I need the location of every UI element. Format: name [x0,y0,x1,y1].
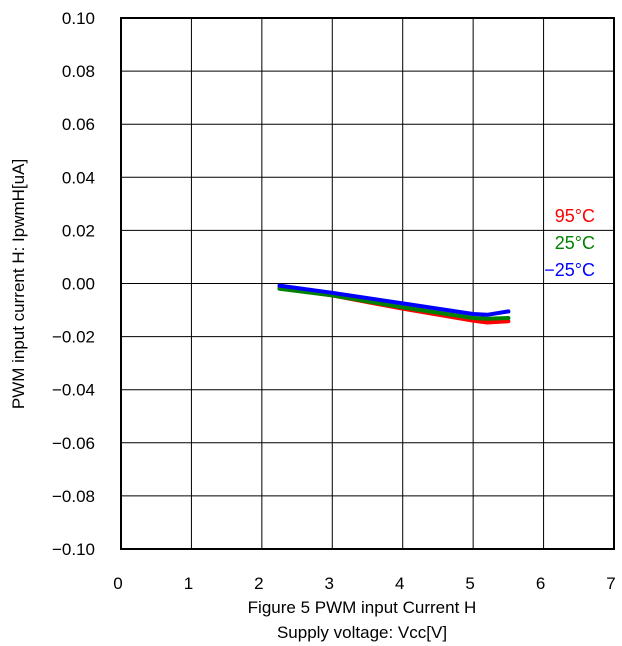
legend-entry: −25°C [544,260,595,280]
y-tick-label: 0.02 [62,221,95,240]
legend-entry: 95°C [555,206,595,226]
y-tick-label: 0.10 [62,9,95,28]
x-tick-label: 3 [325,574,334,593]
y-tick-labels: 0.10 0.08 0.06 0.04 0.02 0.00 −0.02 −0.04 −0.06 −… [52,9,95,559]
series-lines [277,283,511,325]
x-tick-label: 5 [465,574,474,593]
y-tick-label: −0.08 [52,487,95,506]
x-tick-labels: 0 1 2 3 4 5 6 7 [113,574,615,593]
x-tick-label: 4 [395,574,404,593]
series-line [277,283,511,317]
grid [121,18,614,549]
legend-entry: 25°C [555,233,595,253]
y-tick-label: 0.00 [62,275,95,294]
legend: 95°C 25°C −25°C [544,206,595,280]
y-tick-label: −0.06 [52,434,95,453]
y-tick-label: −0.10 [52,540,95,559]
x-tick-label: 1 [184,574,193,593]
plot-frame [120,17,615,550]
x-tick-label: 2 [254,574,263,593]
y-tick-label: 0.04 [62,168,95,187]
y-axis-label: PWM input current H: IpwmH[uA] [9,159,28,409]
x-tick-label: 0 [113,574,122,593]
y-tick-label: 0.08 [62,62,95,81]
series-line [277,286,511,321]
chart-title: Figure 5 PWM input Current H [248,598,477,617]
y-tick-label: −0.04 [52,381,95,400]
y-tick-label: 0.06 [62,115,95,134]
x-tick-label: 7 [606,574,615,593]
x-tick-label: 6 [536,574,545,593]
x-axis-label: Supply voltage: Vcc[V] [277,623,447,642]
y-tick-label: −0.02 [52,328,95,347]
